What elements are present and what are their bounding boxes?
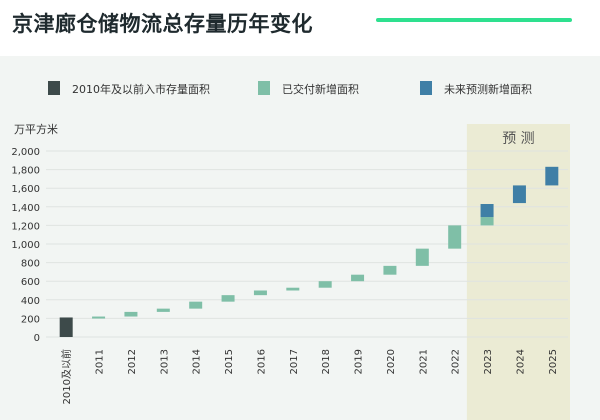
y-tick-label: 1,200 [11, 221, 40, 232]
y-tick-label: 1,600 [11, 184, 40, 195]
x-tick-label: 2015 [224, 349, 235, 374]
y-tick-label: 1,000 [11, 240, 40, 251]
bar [448, 225, 462, 249]
chart-panel: 预 测 2010年及以前入市存量面积 已交付新增面积 未来预测新增面积万平方米 0 200… [0, 56, 600, 420]
x-tick-label: 2010及以前 [60, 349, 73, 404]
legend-label: 2010年及以前入市存量面积 [72, 82, 210, 96]
bar [156, 308, 170, 312]
forecast-label: 预 测 [502, 131, 534, 147]
y-axis-unit-label: 万平方米 [14, 122, 58, 136]
y-tick-label: 400 [21, 296, 40, 307]
x-tick-label: 2018 [321, 349, 332, 374]
x-tick-label: 2020 [386, 349, 397, 374]
legend-swatch [258, 81, 270, 95]
legend-swatch [48, 81, 60, 95]
legend-label: 未来预测新增面积 [444, 82, 532, 96]
x-tick-label: 2011 [95, 349, 106, 374]
bar [92, 316, 106, 319]
x-tick-label: 2024 [515, 349, 526, 374]
x-tick-label: 2022 [451, 349, 462, 374]
bar [415, 248, 429, 266]
page-title: 京津廊仓储物流总存量历年变化 [12, 12, 313, 36]
header: 京津廊仓储物流总存量历年变化 [0, 0, 600, 56]
bar [59, 317, 73, 337]
bar [221, 295, 235, 302]
legend-swatch [420, 81, 432, 95]
bar [480, 204, 494, 218]
legend-label: 已交付新增面积 [282, 82, 359, 96]
bar [189, 301, 203, 309]
y-tick-label: 600 [21, 277, 40, 288]
bar [124, 311, 138, 317]
y-tick-label: 2,000 [11, 147, 40, 158]
bar [512, 185, 526, 204]
bar [253, 290, 267, 296]
y-tick-label: 1,400 [11, 203, 40, 214]
title-accent-rule [376, 18, 572, 22]
bar [318, 281, 332, 288]
y-tick-label: 200 [21, 314, 40, 325]
x-tick-label: 2017 [289, 349, 300, 374]
x-tick-label: 2012 [127, 349, 138, 374]
y-tick-label: 1,800 [11, 166, 40, 177]
bar [545, 166, 559, 186]
y-tick-label: 800 [21, 259, 40, 270]
x-tick-label: 2014 [192, 349, 203, 374]
bar [383, 265, 397, 275]
bar [480, 217, 494, 226]
x-tick-label: 2013 [159, 349, 170, 374]
x-tick-label: 2023 [483, 349, 494, 374]
x-tick-label: 2025 [548, 349, 559, 374]
x-tick-label: 2016 [256, 349, 267, 374]
x-tick-label: 2021 [418, 349, 429, 374]
bar [286, 287, 300, 291]
y-tick-label: 0 [34, 333, 40, 344]
bar [351, 274, 365, 282]
x-tick-label: 2019 [354, 349, 365, 374]
